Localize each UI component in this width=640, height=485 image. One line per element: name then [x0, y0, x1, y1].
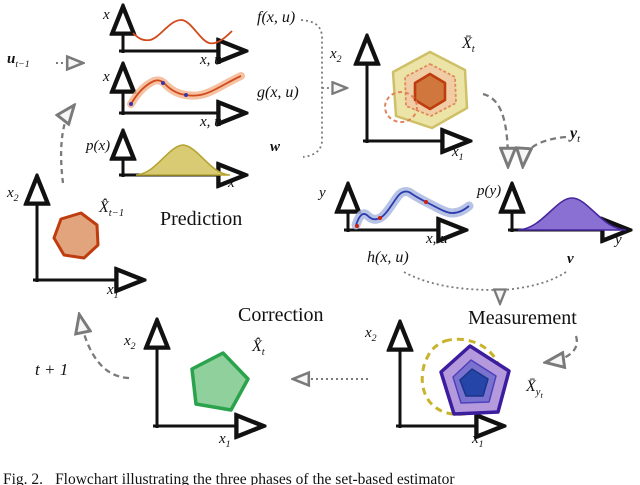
g-sample-point — [184, 93, 188, 97]
process-noise-label: w — [270, 139, 281, 155]
arrow-next-timestep — [80, 318, 130, 380]
h-plot-xlabel: x, u — [426, 231, 448, 247]
set-xbar-y-inner — [459, 368, 489, 397]
arrow-yt-to-measurement — [523, 135, 567, 163]
prediction-phase-label: Prediction — [160, 208, 243, 230]
py-plot-xlabel: y — [615, 232, 622, 248]
px-plot-xlabel: x — [228, 175, 235, 191]
h-plot-ylabel: y — [319, 185, 326, 201]
px-distribution — [135, 144, 231, 176]
xhat-t-label: X̂t — [252, 338, 265, 359]
caption-fig-number: Fig. 2. — [3, 471, 44, 485]
arrow-measurement-to-set — [549, 335, 579, 362]
dotted-h-to-junction — [403, 271, 497, 291]
xhat-prev-label: X̂t−1 — [99, 199, 125, 220]
g-sample-point — [161, 81, 165, 85]
set-xhat-prev — [52, 211, 100, 260]
h-sample-point — [378, 216, 382, 220]
u-prev-label: ut−1 — [7, 51, 30, 70]
correction-ylabel: x2 — [124, 333, 136, 352]
figure-caption: Fig. 2. Flowchart illustrating the three … — [3, 471, 455, 485]
h-sample-point — [424, 200, 428, 204]
f-plot-xlabel: x, u — [200, 52, 222, 68]
measurement-input-label: yt — [570, 125, 581, 146]
measurement-noise-label: v — [567, 251, 574, 267]
caption-text: Flowchart illustrating the three phases … — [55, 471, 455, 485]
g-uncertainty-band — [127, 72, 245, 108]
g-function-label: g(x, u) — [257, 84, 299, 101]
correction-phase-label: Correction — [238, 304, 324, 326]
f-plot-ylabel: x — [103, 7, 110, 23]
py-label: p(y) — [477, 183, 502, 199]
xbar-t-label: X̄t — [462, 35, 475, 56]
g-plot-ylabel: x — [103, 69, 110, 85]
correction-xlabel: x1 — [219, 431, 231, 450]
axes-group — [33, 12, 624, 428]
set-xhat-t — [190, 351, 250, 412]
px-label: p(x) — [86, 138, 111, 154]
set-xbar-dashed-outline — [384, 91, 418, 123]
bracket-prediction-inputs — [300, 19, 323, 158]
g-sample-point — [129, 102, 133, 106]
arrow-xbar-to-measurement — [482, 92, 508, 163]
predicted-set-ylabel: x2 — [330, 46, 342, 65]
measurement-set-ylabel: x2 — [365, 325, 377, 344]
next-timestep-label: t + 1 — [35, 360, 69, 379]
xbar-yt-label: X̄yt — [526, 378, 543, 401]
measurement-phase-label: Measurement — [468, 307, 577, 329]
measurement-set-xlabel: x1 — [472, 431, 484, 450]
h-function-label: h(x, u) — [367, 249, 409, 266]
py-distribution — [517, 197, 627, 231]
h-uncertainty-band — [351, 187, 474, 230]
arrow-prev-to-prediction — [61, 108, 72, 184]
f-curve — [132, 19, 233, 45]
prev-state-ylabel: x2 — [7, 185, 19, 204]
g-plot-xlabel: x, u — [200, 114, 222, 130]
g-curve — [130, 75, 242, 105]
h-curve — [355, 190, 470, 226]
flow-arrows — [56, 19, 579, 380]
predicted-set-xlabel: x1 — [452, 144, 464, 163]
f-function-label: f(x, u) — [257, 9, 296, 26]
dotted-v-to-junction — [503, 271, 567, 291]
h-sample-point — [355, 224, 359, 228]
set-xbar-inner — [413, 72, 447, 111]
prev-state-xlabel: x1 — [107, 282, 119, 301]
